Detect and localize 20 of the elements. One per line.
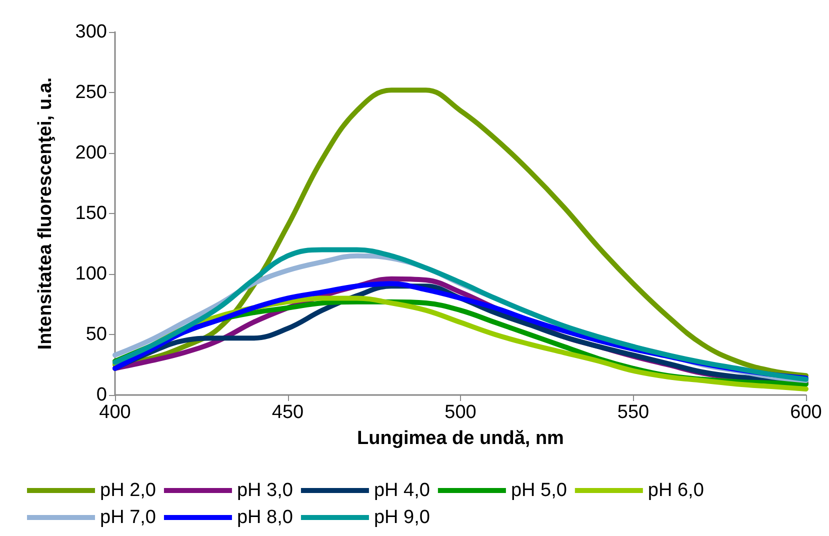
x-axis-title: Lungimea de undă, nm: [357, 428, 564, 449]
x-tick-label: 500: [444, 402, 476, 423]
legend-label: pH 8,0: [236, 507, 293, 528]
x-tick-label: 450: [272, 402, 304, 423]
legend-label: pH 4,0: [374, 480, 430, 501]
y-tick-label: 50: [86, 324, 107, 345]
x-tick-label: 600: [790, 402, 822, 423]
legend-label: pH 5,0: [510, 480, 567, 501]
y-axis-title: Intensitatea fluorescenţei, u.a.: [35, 77, 56, 350]
y-tick-label: 200: [75, 142, 107, 164]
x-tick-label: 550: [617, 402, 650, 423]
y-tick-label: 250: [75, 82, 107, 103]
legend-label: pH 3,0: [236, 480, 293, 501]
y-tick-label: 300: [75, 22, 107, 42]
y-tick-label: 100: [75, 264, 107, 284]
legend-label: pH 7,0: [100, 507, 156, 528]
legend-label: pH 2,0: [100, 480, 156, 501]
legend-label: pH 9,0: [374, 507, 430, 528]
legend-label: pH 6,0: [648, 480, 704, 501]
y-tick-label: 150: [75, 203, 107, 224]
